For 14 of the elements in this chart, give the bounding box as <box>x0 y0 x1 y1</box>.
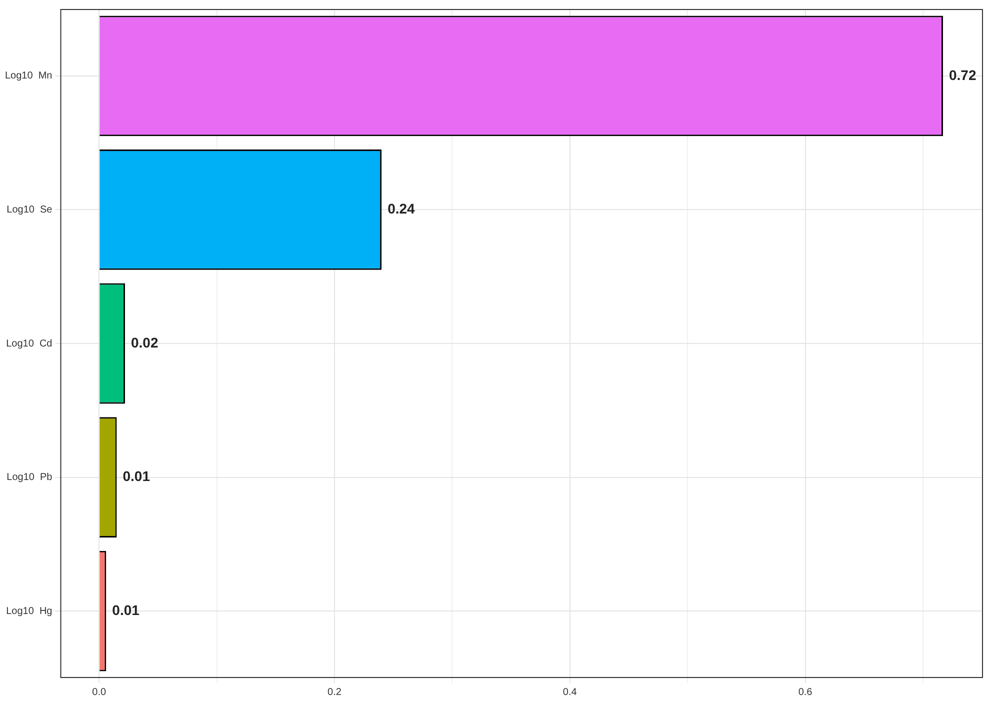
y-tick-label: Log10 Se <box>6 204 53 216</box>
data-label: 0.01 <box>122 468 150 484</box>
data-label: 0.02 <box>130 334 158 350</box>
data-label: 0.24 <box>388 200 416 217</box>
x-tick-label: 0.2 <box>328 686 342 698</box>
y-tick-label: Log10 Pb <box>6 472 53 484</box>
y-tick-label: Log10 Hg <box>6 606 52 617</box>
data-label: 0.01 <box>112 602 140 618</box>
y-tick-label: Log10 Mn <box>4 70 52 82</box>
x-tick-label: 0.6 <box>798 686 813 698</box>
x-tick-label: 0.4 <box>562 686 578 698</box>
x-tick-label: 0.0 <box>92 686 106 698</box>
data-label: 0.72 <box>948 66 976 83</box>
y-tick-label: Log10 Cd <box>6 338 52 350</box>
